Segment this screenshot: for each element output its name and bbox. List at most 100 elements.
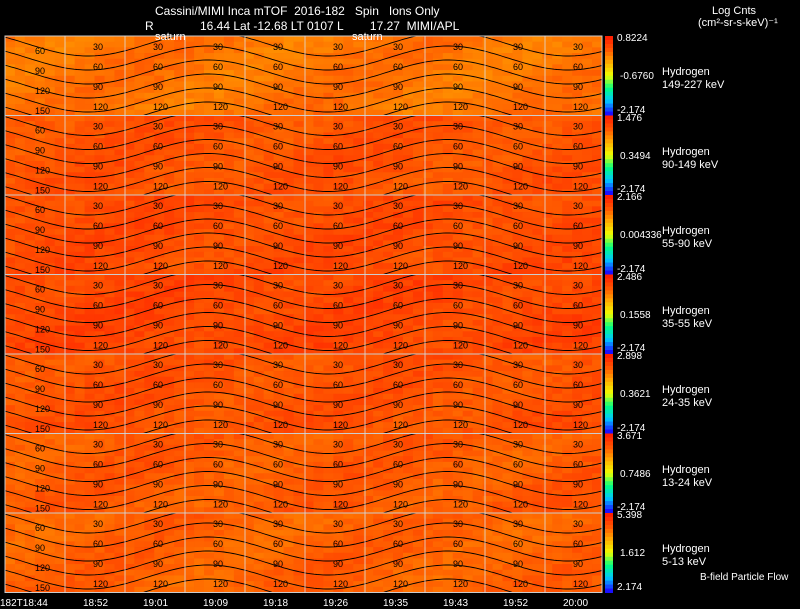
heatmap-cell [293,473,304,480]
heatmap-cell [194,64,205,71]
heatmap-cell [452,365,464,372]
heatmap-cell [412,87,424,94]
colorbar-step [605,103,613,109]
heatmap-cell [34,92,46,99]
heatmap-cell [542,410,553,417]
heatmap-cell [442,217,454,224]
heatmap-cell [412,336,424,344]
heatmap-cell [154,132,165,139]
heatmap-cell [542,172,553,179]
heatmap-cell [114,53,125,60]
heatmap-cell [403,427,414,434]
heatmap-cell [582,81,593,88]
heatmap-cell [124,132,135,139]
heatmap-cell [313,104,324,111]
heatmap-cell [522,138,533,145]
heatmap-cell [412,319,424,327]
heatmap-cell [572,143,583,150]
heatmap-cell [253,257,265,264]
heatmap-cell [353,433,364,440]
heatmap-cell [84,354,95,361]
heatmap-cell [174,115,185,122]
heatmap-cell [522,70,533,77]
heatmap-cell [552,104,563,111]
heatmap-cell [84,268,95,275]
heatmap-cell [14,291,26,298]
heatmap-cell [412,200,424,207]
heatmap-cell [462,126,474,133]
heatmap-cell [5,166,16,173]
heatmap-cell [393,143,404,150]
pitch-label: 120 [513,102,528,112]
heatmap-cell [24,155,36,162]
heatmap-cell [293,81,304,88]
heatmap-cell [373,433,384,440]
colorbar-step [605,306,613,311]
heatmap-cell [44,388,56,395]
heatmap-cell [273,257,284,264]
heatmap-cell [184,422,195,429]
heatmap-cell [204,376,215,383]
heatmap-cell [243,444,255,451]
heatmap-cell [393,439,404,446]
heatmap-cell [233,376,245,383]
heatmap-cell [522,456,533,463]
heatmap-cell [393,274,404,281]
heatmap-cell [512,433,523,440]
heatmap-cell [482,257,493,264]
heatmap-cell [572,240,583,247]
heatmap-cell [44,342,56,349]
heatmap-cell [502,450,513,457]
heatmap-cell [462,416,474,423]
heatmap-cell [432,354,444,361]
heatmap-cell [213,160,225,168]
heatmap-cell [114,166,125,173]
pitch-label: 120 [453,102,468,112]
heatmap-cell [174,331,185,338]
heatmap-cell [194,47,205,54]
heatmap-cell [462,291,474,298]
heatmap-cell [213,81,225,88]
pitch-label: 90 [93,162,103,172]
heatmap-cell [353,104,364,111]
heatmap-cell [323,206,334,213]
heatmap-cell [532,405,543,412]
heatmap-cell [293,422,304,429]
heatmap-cell [204,319,215,327]
heatmap-cell [273,444,284,451]
heatmap-cell [572,246,583,253]
heatmap-cell [572,251,583,258]
heatmap-cell [124,308,135,315]
heatmap-cell [54,371,66,378]
heatmap-cell [592,36,603,43]
heatmap-cell [144,229,155,236]
heatmap-cell [572,166,583,173]
heatmap-cell [5,234,16,241]
heatmap-cell [353,143,364,150]
heatmap-cell [293,98,304,105]
heatmap-cell [144,195,155,202]
heatmap-cell [403,217,414,224]
heatmap-cell [323,246,334,253]
heatmap-cell [213,291,225,298]
heatmap-cell [233,229,245,236]
heatmap-cell [94,314,105,321]
heatmap-cell [273,325,284,332]
heatmap-cell [313,115,324,122]
heatmap-cell [164,47,175,54]
heatmap-cell [522,160,533,168]
heatmap-cell [114,314,125,321]
pitch-label: 90 [213,162,223,172]
heatmap-cell [134,98,145,105]
heatmap-cell [283,325,294,332]
heatmap-cell [213,359,225,366]
heatmap-cell [114,382,125,389]
heatmap-cell [462,342,474,349]
pitch-label: 60 [153,62,163,72]
heatmap-cell [164,109,175,116]
heatmap-cell [323,405,334,412]
heatmap-cell [144,234,155,241]
heatmap-cell [542,189,553,196]
heatmap-cell [104,393,115,400]
heatmap-cell [562,115,573,122]
